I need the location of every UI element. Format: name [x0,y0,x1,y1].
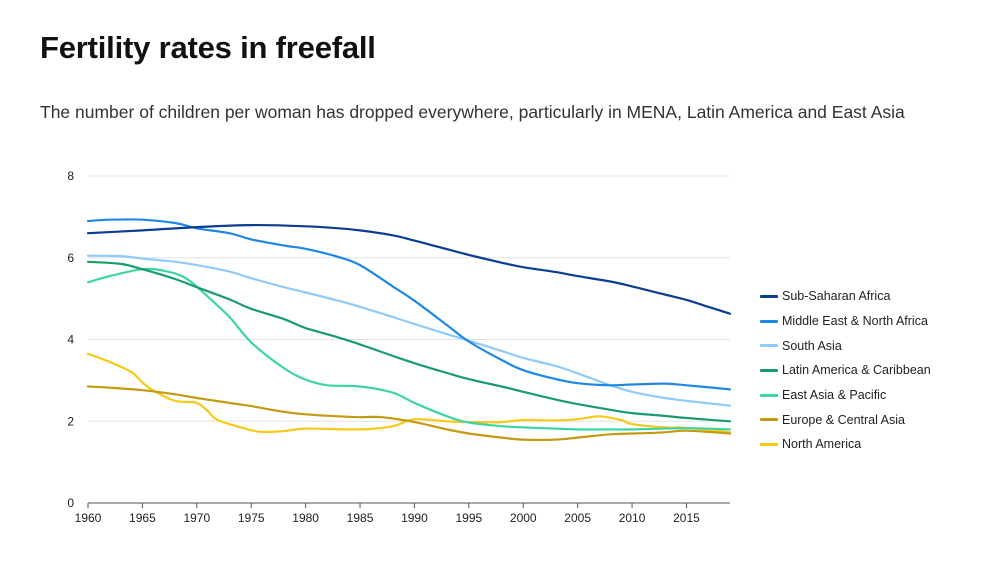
y-tick-label: 4 [67,333,74,347]
x-tick-label: 2015 [673,511,700,525]
legend-label: Europe & Central Asia [782,412,905,427]
legend-swatch [760,393,778,397]
legend-swatch [760,319,778,323]
chart-legend: Sub-Saharan Africa Middle East & North Af… [760,284,931,457]
legend-item-sub-saharan-africa: Sub-Saharan Africa [760,284,931,309]
legend-label: North America [782,437,862,452]
x-tick-label: 1985 [347,511,374,525]
legend-item-north-america: North America [760,432,931,457]
chart-subtitle: The number of children per woman has dro… [40,102,905,122]
legend-item-middle-east-and-north-africa: Middle East & North Africa [760,309,931,334]
legend-label: Latin America & Caribbean [782,363,931,378]
series-line-middle-east-and-north-africa [86,218,732,391]
x-tick-label: 1990 [401,511,428,525]
x-tick-label: 1965 [129,511,156,525]
x-tick-label: 1970 [183,511,210,525]
legend-swatch [760,418,778,422]
y-tick-label: 2 [67,414,74,428]
x-tick-label: 1975 [238,511,265,525]
legend-item-east-asia-and-pacific: East Asia & Pacific [760,383,931,408]
legend-item-europe-and-central-asia: Europe & Central Asia [760,407,931,432]
legend-item-south-asia: South Asia [760,333,931,358]
x-tick-label: 1980 [292,511,319,525]
x-tick-label: 1995 [455,511,482,525]
legend-label: Middle East & North Africa [782,314,928,329]
series-line-latin-america-and-caribbean [86,260,732,423]
series-line-europe-and-central-asia [86,385,732,441]
y-tick-label: 0 [67,496,74,510]
x-tick-label: 2005 [564,511,591,525]
series-line-east-asia-and-pacific [86,267,732,431]
legend-swatch [760,344,778,348]
legend-label: Sub-Saharan Africa [782,289,891,304]
legend-swatch [760,442,778,446]
x-tick-label: 1960 [75,511,102,525]
y-tick-label: 8 [67,169,74,183]
legend-swatch [760,368,778,372]
y-tick-label: 6 [67,251,74,265]
chart-title: Fertility rates in freefall [40,30,376,65]
series-line-north-america [86,352,732,434]
legend-swatch [760,294,778,298]
legend-label: South Asia [782,338,842,353]
x-tick-label: 2000 [510,511,537,525]
legend-item-latin-america-and-caribbean: Latin America & Caribbean [760,358,931,383]
x-tick-label: 2010 [619,511,646,525]
series-line-sub-saharan-africa [86,223,732,315]
legend-label: East Asia & Pacific [782,388,887,403]
